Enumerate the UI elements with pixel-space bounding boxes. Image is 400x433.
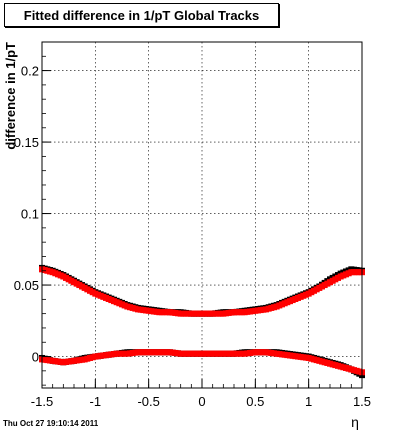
data-point [143, 307, 149, 314]
data-point [356, 368, 363, 375]
data-point [292, 353, 299, 360]
plot-frame [41, 41, 363, 389]
data-point [217, 310, 224, 317]
data-point [196, 310, 203, 317]
data-point [207, 350, 213, 357]
data-point [111, 351, 117, 358]
x-tick-label: -1.5 [31, 394, 53, 409]
y-axis-label: difference in 1/pT [3, 42, 18, 150]
data-point [132, 305, 139, 312]
chart-title: Fitted difference in 1/pT Global Tracks [4, 3, 279, 27]
data-point [153, 308, 160, 315]
data-point [335, 362, 341, 369]
data-point [249, 349, 256, 356]
data-point [260, 306, 267, 313]
data-point [249, 308, 256, 315]
data-point [132, 349, 139, 356]
data-point [185, 350, 192, 357]
data-point [313, 286, 320, 293]
data-point [303, 291, 309, 298]
data-point [335, 274, 341, 281]
data-point [239, 350, 245, 357]
data-point [228, 309, 235, 316]
data-point [121, 302, 128, 309]
data-point [57, 272, 64, 279]
data-point [239, 309, 245, 316]
data-point [356, 269, 363, 276]
data-point [100, 352, 107, 359]
data-point [79, 283, 85, 290]
data-point [345, 270, 352, 277]
data-point [281, 300, 288, 307]
data-point [217, 350, 224, 357]
data-point [185, 310, 192, 317]
x-tick-label: 1.5 [353, 394, 371, 409]
x-tick-label: 1 [305, 394, 312, 409]
y-tick-label: 0 [32, 350, 39, 365]
y-tick-label: 0.05 [14, 278, 39, 293]
data-point [228, 350, 235, 357]
data-point [143, 349, 149, 356]
data-point [260, 349, 267, 356]
data-point [303, 354, 309, 361]
data-point [89, 354, 96, 361]
axes: -1.5 -1 -0.5 0 0.5 1 1.5 0 0.05 0.1 0.15 0.2 [14, 55, 371, 409]
timestamp-footer: Thu Oct 27 19:10:14 2011 [3, 419, 99, 428]
x-tick-label: 0 [198, 394, 205, 409]
data-point [164, 349, 171, 356]
y-tick-label: 0.15 [14, 135, 39, 150]
data-point [271, 350, 277, 357]
series-3 [39, 349, 365, 376]
x-tick-label: 0.5 [246, 394, 264, 409]
data-point [196, 350, 203, 357]
x-axis-label: η [351, 414, 359, 430]
x-tick-label: -0.5 [137, 394, 159, 409]
data-point [121, 350, 128, 357]
y-tick-label: 0.2 [21, 64, 39, 79]
y-tick-label: 0.1 [21, 207, 39, 222]
data-point [153, 349, 160, 356]
data-point [324, 359, 331, 366]
grid-lines [41, 42, 363, 388]
data-point [47, 357, 53, 364]
data-point [89, 289, 96, 296]
data-series [39, 264, 365, 379]
data-point [79, 356, 85, 363]
series-1 [39, 266, 365, 317]
data-point [207, 310, 213, 317]
data-point [68, 277, 75, 284]
data-point [324, 280, 331, 287]
data-point [57, 358, 64, 365]
data-point [281, 351, 288, 358]
data-point [313, 357, 320, 364]
data-point [271, 304, 277, 311]
data-point [292, 295, 299, 302]
data-point [175, 350, 181, 357]
data-point [100, 293, 107, 300]
data-point [68, 358, 75, 365]
data-point [47, 268, 53, 275]
data-point [111, 298, 117, 305]
data-point [175, 310, 181, 317]
x-tick-label: -1 [90, 394, 102, 409]
data-point [164, 309, 171, 316]
data-point [345, 365, 352, 372]
